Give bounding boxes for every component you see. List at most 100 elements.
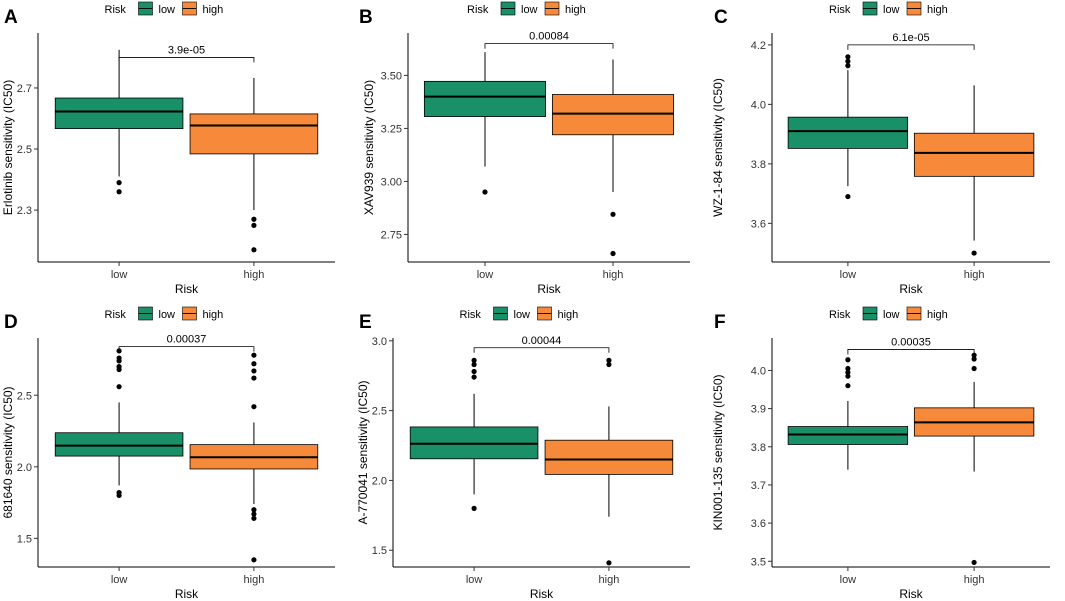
box-low [54,49,184,195]
legend: Risk low high [829,1,948,16]
legend-title: Risk [460,309,482,321]
legend: Risk low high [467,1,586,16]
x-tick-label-low: low [477,269,494,281]
outlier-point [606,357,612,363]
p-value-label: 0.00044 [522,335,562,347]
p-value-label: 0.00084 [529,31,569,43]
panel-letter: F [714,312,726,333]
outlier-point [251,361,257,367]
y-tick-label: 4.0 [751,99,766,111]
legend-title: Risk [105,4,127,16]
legend-label-high: high [203,309,224,321]
box-iqr [423,80,547,117]
outlier-point [471,374,477,380]
outlier-point [471,361,477,368]
legend-label-high: high [927,309,948,321]
outlier-point [251,368,257,374]
x-axis-title: Risk [175,282,199,296]
legend-label-low: low [159,4,176,16]
p-value-label: 6.1e-05 [892,32,929,44]
y-tick-label: 3.00 [381,176,402,188]
outlier-point [116,364,122,370]
x-axis-title: Risk [537,282,561,296]
legend-label-high: high [565,4,586,16]
outlier-point [471,505,477,511]
panel-a: A Risk low high 2.3 2.5 2.7 low high Risk Erlotini… [1,1,335,296]
outlier-point [971,352,977,358]
outlier-point [251,511,257,517]
legend-label-low: low [883,309,900,321]
y-axis-title: 681640 sensitivity (IC50) [1,386,15,518]
significance-bracket [118,346,255,352]
y-tick-label: 2.0 [17,462,32,474]
outlier-point [971,250,977,256]
y-tick-label: 2.7 [17,83,32,95]
y-tick-label: 3.0 [372,336,387,348]
legend-title: Risk [829,309,851,321]
panel-letter: A [4,7,18,28]
outlier-point [471,357,477,363]
outlier-point [845,365,851,372]
x-tick-label-high: high [244,269,265,281]
outlier-point [971,559,977,566]
x-tick-label-low: low [840,269,857,281]
y-tick-label: 2.75 [381,229,402,241]
legend: Risk low high [105,1,224,16]
outlier-point [845,58,851,64]
outlier-point [482,189,488,195]
x-axis-title: Risk [899,282,923,296]
outlier-point [251,222,257,228]
outlier-point [845,369,851,375]
y-tick-label: 3.8 [751,442,766,454]
significance-bracket [484,43,614,49]
significance-bracket [847,44,975,50]
y-axis-title: A-770041 sensitivity (IC50) [356,380,370,524]
y-tick-label: 2.0 [372,475,387,487]
significance-bracket [118,57,255,63]
box-high [189,77,319,253]
legend-label-high: high [927,4,948,16]
y-tick-label: 2.5 [17,390,32,402]
outlier-point [471,368,477,375]
outlier-point [251,216,257,222]
outlier-point [971,365,977,372]
outlier-point [845,54,851,60]
panel-letter: E [359,312,372,333]
y-tick-label: 3.7 [751,480,766,492]
x-tick-label-high: high [964,574,985,586]
outlier-point [845,373,851,379]
box-low [409,357,539,511]
x-tick-label-high: high [603,269,624,281]
y-tick-label: 4.0 [751,365,766,377]
box-iqr [913,132,1035,177]
significance-bracket [473,347,610,353]
x-axis-title: Risk [899,587,923,601]
outlier-point [116,189,122,195]
box-high [551,59,675,257]
outlier-point [116,384,122,390]
box-iqr [189,113,319,155]
box-high [189,352,319,563]
panel-b: B Risk low high 2.75 3.00 3.25 3.50 low high Risk X… [359,1,690,296]
x-axis-title: Risk [175,587,199,601]
y-tick-label: 3.25 [381,123,402,135]
outlier-point [251,507,257,513]
y-tick-label: 1.5 [17,533,32,545]
p-value-label: 0.00035 [891,336,931,348]
outlier-point [610,250,616,257]
x-tick-label-high: high [599,574,620,586]
x-tick-label-low: low [466,574,483,586]
box-low [787,357,909,470]
outlier-point [845,193,851,200]
outlier-point [251,515,257,521]
box-iqr [54,432,184,457]
y-axis-title: KIN001-135 sensitivity (IC50) [711,374,725,530]
box-high [913,85,1035,256]
outlier-point [971,356,977,362]
legend-label-high: high [203,4,224,16]
y-axis-title: WZ-1-84 sensitivity (IC50) [711,78,725,217]
box-high [913,352,1035,566]
outlier-point [606,361,612,368]
panel-c: C Risk low high 3.6 3.8 4.0 4.2 low high Risk WZ-1-… [711,1,1050,296]
